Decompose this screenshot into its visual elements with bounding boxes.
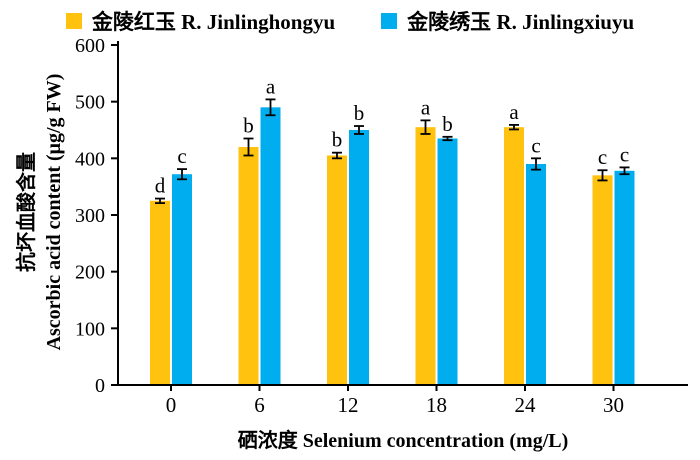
bar-hongyu-18 (415, 127, 436, 385)
y-axis-label-en: Ascorbic acid content (μg/g FW) (43, 73, 65, 351)
legend-swatch-yellow (65, 13, 82, 29)
x-tick-label: 18 (426, 393, 447, 417)
y-tick-label: 600 (75, 35, 105, 57)
sig-letter: a (509, 100, 519, 124)
bar-hongyu-12 (327, 155, 347, 384)
y-axis-label: 抗坏血酸含量 Ascorbic acid content (μg/g FW) (14, 74, 68, 351)
sig-letter: b (243, 114, 254, 138)
legend-swatch-cyan (381, 13, 398, 29)
x-axis-label: 硒浓度 Selenium concentration (mg/L) (237, 430, 569, 452)
bar-xiuyu-6 (260, 107, 281, 384)
bar-xiuyu-30 (614, 170, 635, 384)
bar-hongyu-0 (150, 200, 170, 384)
y-tick-label: 0 (95, 375, 105, 397)
bar-xiuyu-24 (526, 164, 546, 384)
sig-letter: b (332, 128, 343, 152)
bar-xiuyu-12 (349, 130, 369, 384)
legend-label-jinlingxiuyu: 金陵绣玉 R. Jinlingxiuyu (407, 10, 635, 34)
bar-hongyu-24 (504, 127, 524, 385)
sig-letter: b (442, 112, 453, 136)
sig-letter: d (155, 174, 166, 198)
y-tick-label: 100 (75, 318, 105, 340)
x-tick-label: 24 (515, 393, 537, 417)
sig-letter: c (531, 133, 540, 157)
y-tick-label: 200 (75, 262, 105, 284)
y-tick-label: 500 (75, 92, 105, 114)
sig-letter: c (620, 142, 629, 166)
legend-item-jinlinghongyu: 金陵红玉 R. Jinlinghongyu (65, 6, 336, 36)
sig-letter: c (598, 145, 607, 169)
bar-xiuyu-18 (437, 138, 458, 384)
sig-letter: b (354, 101, 365, 125)
bar-xiuyu-0 (172, 174, 192, 384)
bar-hongyu-6 (238, 147, 259, 384)
y-tick-label: 300 (75, 205, 105, 227)
sig-letter: a (266, 74, 276, 98)
y-tick-label: 400 (75, 148, 105, 170)
bar-hongyu-30 (592, 175, 613, 384)
y-axis-label-zh: 抗坏血酸含量 (16, 152, 38, 273)
x-tick-label: 12 (338, 393, 359, 417)
chart-legend: 金陵红玉 R. Jinlinghongyu 金陵绣玉 R. Jinlingxiu… (0, 6, 700, 36)
sig-letter: c (177, 144, 186, 168)
x-tick-label: 6 (254, 393, 265, 417)
sig-letter: a (421, 95, 431, 119)
x-tick-label: 30 (603, 393, 624, 417)
legend-item-jinlingxiuyu: 金陵绣玉 R. Jinlingxiuyu (381, 6, 634, 36)
legend-label-jinlinghongyu: 金陵红玉 R. Jinlinghongyu (91, 10, 336, 34)
x-tick-label: 0 (166, 393, 177, 417)
